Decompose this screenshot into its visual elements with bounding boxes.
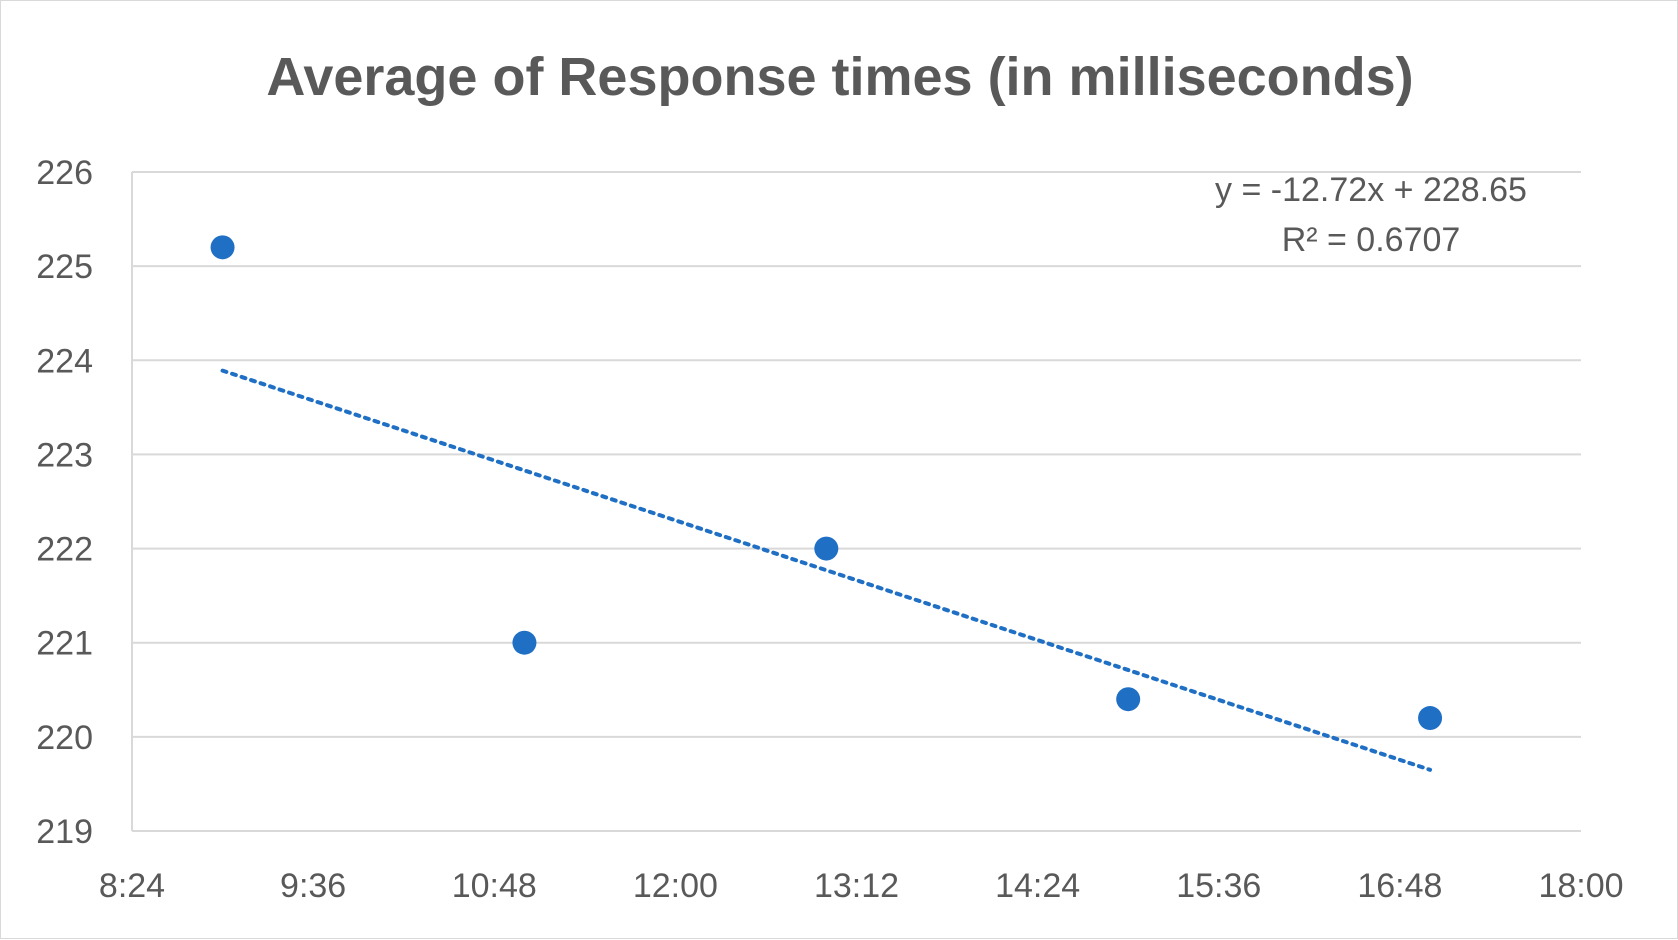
y-tick-label: 219 <box>36 813 93 851</box>
x-tick-label: 15:36 <box>1176 867 1261 905</box>
y-tick-label: 222 <box>36 531 93 569</box>
data-point <box>814 536 839 561</box>
data-point <box>1116 687 1141 712</box>
y-tick-label: 220 <box>36 719 93 757</box>
y-tick-label: 221 <box>36 625 93 663</box>
points-layer <box>210 235 1443 731</box>
x-tick-label: 12:00 <box>633 867 718 905</box>
trendline <box>220 368 1433 772</box>
x-tick-label: 8:24 <box>99 867 165 905</box>
x-tick-label: 14:24 <box>995 867 1080 905</box>
y-tick-label: 223 <box>36 436 93 474</box>
grid-layer <box>131 171 1581 832</box>
trendline-equation: y = -12.72x + 228.65 <box>1215 171 1527 209</box>
y-tick-labels: 219 220 221 222 223 224 225 226 <box>36 154 93 851</box>
trendline-layer <box>220 368 1433 772</box>
x-tick-label: 9:36 <box>280 867 346 905</box>
data-point <box>210 235 235 260</box>
data-point <box>1418 706 1443 731</box>
data-point <box>512 630 537 655</box>
x-tick-label: 18:00 <box>1538 867 1623 905</box>
x-tick-label: 10:48 <box>452 867 537 905</box>
y-tick-label: 226 <box>36 154 93 192</box>
x-tick-label: 16:48 <box>1357 867 1442 905</box>
trendline-r-squared: R² = 0.6707 <box>1282 221 1461 259</box>
y-tick-label: 225 <box>36 248 93 286</box>
chart-title: Average of Response times (in millisecon… <box>266 47 1413 107</box>
x-tick-labels: 8:24 9:36 10:48 12:00 13:12 14:24 15:36 16:48 18… <box>99 867 1624 905</box>
y-tick-label: 224 <box>36 342 93 380</box>
x-tick-label: 13:12 <box>814 867 899 905</box>
